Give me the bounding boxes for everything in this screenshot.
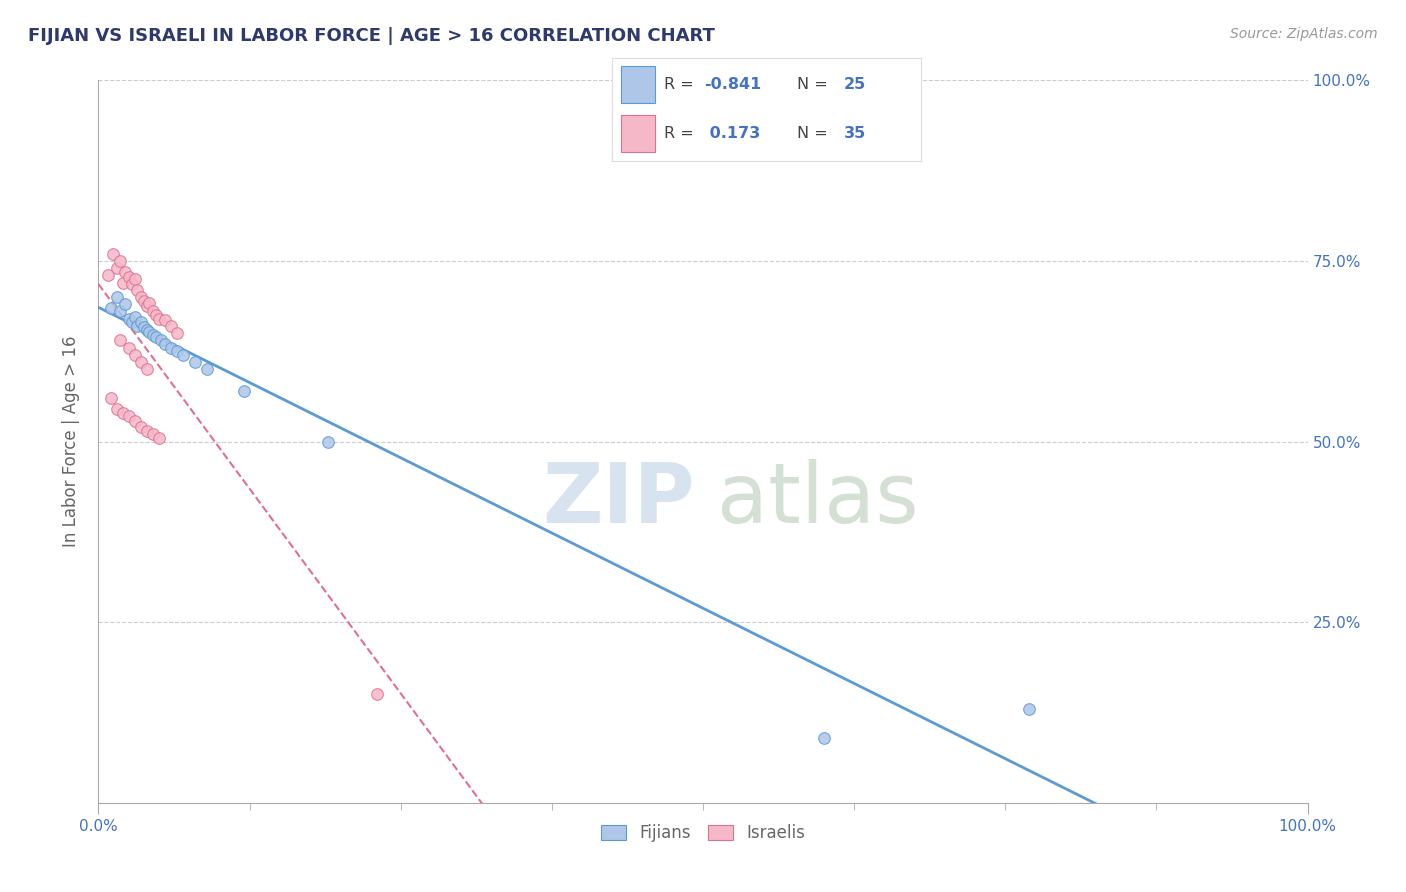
Point [138, 295, 160, 310]
Point [366, 687, 388, 701]
Point [129, 315, 152, 329]
Point [135, 299, 157, 313]
Point [232, 384, 254, 398]
Point [127, 318, 149, 333]
Text: 25: 25 [844, 77, 866, 92]
Point [172, 348, 194, 362]
Point [148, 311, 170, 326]
Text: R =: R = [664, 77, 699, 92]
Text: ZIP: ZIP [543, 458, 695, 540]
Point [148, 431, 170, 445]
Point [114, 297, 136, 311]
Point [118, 269, 141, 284]
Point [1018, 702, 1040, 716]
Point [150, 334, 173, 348]
Point [153, 313, 176, 327]
Text: N =: N = [797, 127, 834, 142]
Text: atlas: atlas [717, 458, 918, 540]
Point [134, 293, 156, 308]
Point [135, 322, 157, 336]
Point [184, 355, 207, 369]
Bar [621, 66, 655, 103]
Point [129, 355, 152, 369]
Text: 35: 35 [844, 127, 866, 142]
Text: 0.173: 0.173 [704, 127, 761, 142]
Point [195, 362, 218, 376]
Point [138, 325, 160, 339]
Point [108, 253, 131, 268]
Point [118, 409, 141, 424]
Point [121, 277, 143, 291]
Point [118, 341, 141, 355]
Point [118, 311, 141, 326]
Point [145, 330, 167, 344]
Text: N =: N = [797, 77, 834, 92]
Point [129, 420, 152, 434]
Point [135, 362, 157, 376]
Point [135, 424, 157, 438]
Point [134, 320, 156, 334]
Bar [621, 115, 655, 153]
Point [127, 283, 149, 297]
Point [100, 391, 122, 405]
Point [105, 261, 128, 276]
Point [124, 414, 146, 428]
Point [160, 341, 183, 355]
Point [114, 265, 136, 279]
Point [97, 268, 120, 283]
Point [124, 310, 146, 325]
Y-axis label: In Labor Force | Age > 16: In Labor Force | Age > 16 [62, 335, 80, 548]
Legend: Fijians, Israelis: Fijians, Israelis [595, 817, 811, 848]
Point [166, 344, 188, 359]
Point [105, 402, 128, 417]
Point [145, 308, 167, 322]
Point [111, 276, 134, 290]
Point [111, 406, 134, 420]
Point [108, 304, 131, 318]
Point [105, 290, 128, 304]
Point [160, 318, 183, 333]
Point [142, 327, 165, 342]
Point [316, 434, 339, 449]
Text: FIJIAN VS ISRAELI IN LABOR FORCE | AGE > 16 CORRELATION CHART: FIJIAN VS ISRAELI IN LABOR FORCE | AGE >… [28, 27, 716, 45]
Point [153, 337, 176, 351]
Point [101, 246, 124, 260]
Point [108, 334, 131, 348]
Point [124, 348, 146, 362]
Point [166, 326, 188, 340]
Text: R =: R = [664, 127, 699, 142]
Point [121, 315, 143, 329]
Text: -0.841: -0.841 [704, 77, 762, 92]
Point [129, 290, 152, 304]
Point [100, 301, 122, 315]
Point [813, 731, 835, 745]
Point [142, 304, 165, 318]
Point [142, 427, 165, 442]
Text: Source: ZipAtlas.com: Source: ZipAtlas.com [1230, 27, 1378, 41]
Point [124, 272, 146, 286]
